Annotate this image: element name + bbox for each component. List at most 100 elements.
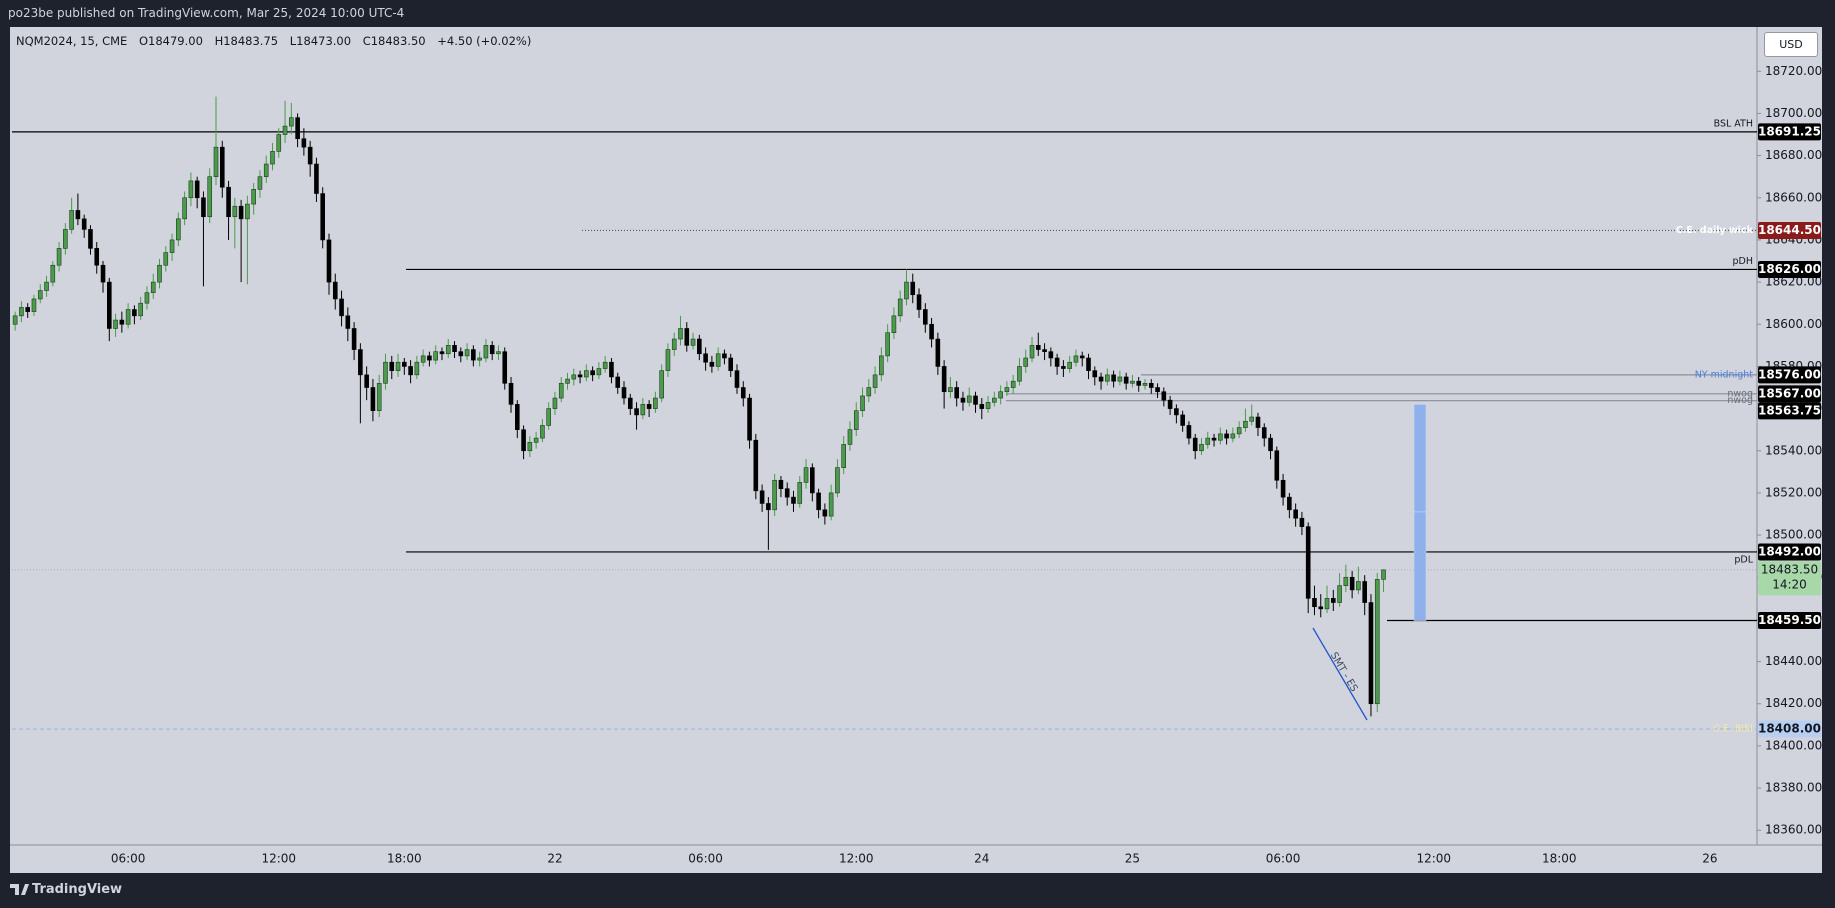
candle-body (295, 117, 300, 140)
chart-panel (10, 27, 1822, 873)
candle-body (483, 345, 489, 359)
candle-body (1356, 581, 1361, 591)
price-tag (1758, 543, 1821, 561)
candle-body (201, 197, 206, 218)
candle-body (1205, 437, 1211, 445)
candle-body (1048, 351, 1054, 359)
candle-body (684, 328, 690, 346)
candle-body (1023, 357, 1029, 367)
countdown: 14:20 (1772, 577, 1807, 591)
candle-body (81, 218, 87, 230)
candle-body (546, 408, 551, 426)
candle-body (100, 264, 106, 283)
candle-body (458, 351, 464, 357)
price-tag-label: 18626.00 (1758, 262, 1821, 276)
candle-body (979, 404, 985, 409)
candle-body (577, 374, 583, 378)
level-label: C.E. daily wick (1676, 225, 1754, 236)
candle-body (709, 361, 715, 367)
candle-body (1312, 598, 1317, 608)
candle-body (69, 210, 74, 230)
candle-body (948, 387, 953, 393)
price-tag-label: 18576.00 (1758, 367, 1821, 381)
candle-body (351, 328, 357, 350)
candle-body (1155, 387, 1160, 393)
last-price-tag (1758, 561, 1821, 596)
range-box (1413, 511, 1427, 621)
price-tag (1758, 366, 1821, 384)
currency-button[interactable]: USD (1764, 32, 1818, 57)
x-tick-label: 24 (974, 852, 989, 866)
candle-body (1079, 355, 1085, 359)
candle-body (63, 229, 68, 249)
candle-body (596, 368, 602, 376)
candle-body (1362, 581, 1367, 603)
candle-body (653, 397, 658, 409)
price-tag (1758, 720, 1821, 738)
range-box (1413, 404, 1427, 513)
candle-body (853, 410, 859, 430)
candle-body (276, 134, 282, 152)
candle-body (1287, 496, 1292, 511)
candle-body (1186, 425, 1192, 439)
candle-body (1035, 345, 1041, 350)
y-tick-label: 18360.00 (1765, 823, 1822, 837)
y-tick-label: 18540.00 (1765, 443, 1822, 457)
candle-body (772, 479, 777, 511)
candle-body (935, 338, 941, 367)
candle-body (602, 361, 608, 369)
candle-body (50, 264, 56, 283)
candle-body (75, 210, 81, 220)
candle-body (345, 315, 351, 329)
candle-body (370, 387, 376, 412)
candle-body (1261, 427, 1267, 439)
level-label: NY midnight (1695, 369, 1754, 380)
price-tag (1758, 260, 1821, 278)
candle-body (1148, 382, 1154, 388)
x-tick-label: 12:00 (839, 852, 874, 866)
candle-body (1117, 376, 1123, 382)
candle-body (954, 387, 959, 399)
candle-body (703, 353, 708, 363)
candle-body (150, 281, 156, 293)
candle-body (558, 382, 564, 399)
candle-body (496, 351, 501, 355)
candle-body (157, 264, 162, 283)
x-tick-label: 25 (1125, 852, 1140, 866)
candle-body (841, 444, 846, 468)
candle-body (332, 281, 338, 300)
y-tick-label: 18680.00 (1765, 148, 1822, 162)
price-tag (1758, 385, 1821, 403)
candle-body (213, 146, 219, 177)
candle-body (728, 357, 734, 371)
candle-body (106, 281, 112, 329)
candle-body (885, 332, 890, 357)
candle-body (282, 125, 288, 135)
candle-body (245, 203, 250, 220)
candle-body (759, 490, 765, 504)
candle-body (609, 361, 614, 378)
candle-body (571, 374, 577, 380)
candle-body (835, 467, 840, 494)
candle-body (238, 205, 244, 220)
smt-line (1312, 627, 1368, 721)
x-tick-label: 26 (1702, 852, 1717, 866)
candle-body (697, 338, 702, 355)
candle-body (904, 281, 909, 300)
candle-body (1174, 408, 1179, 416)
candle-body (1318, 606, 1324, 610)
candle-body (364, 374, 369, 388)
candle-body (803, 467, 809, 483)
y-tick-label: 18700.00 (1765, 106, 1822, 120)
candle-body (132, 309, 137, 317)
y-tick-label: 18400.00 (1765, 738, 1822, 752)
candle-body (891, 315, 897, 333)
candle-body (427, 355, 432, 361)
x-tick-label: 06:00 (1266, 852, 1301, 866)
candle-body (527, 442, 533, 452)
candle-body (358, 349, 363, 376)
price-tag (1758, 123, 1821, 141)
candle-body (119, 319, 125, 325)
candle-body (477, 357, 482, 361)
candle-body (94, 248, 100, 266)
